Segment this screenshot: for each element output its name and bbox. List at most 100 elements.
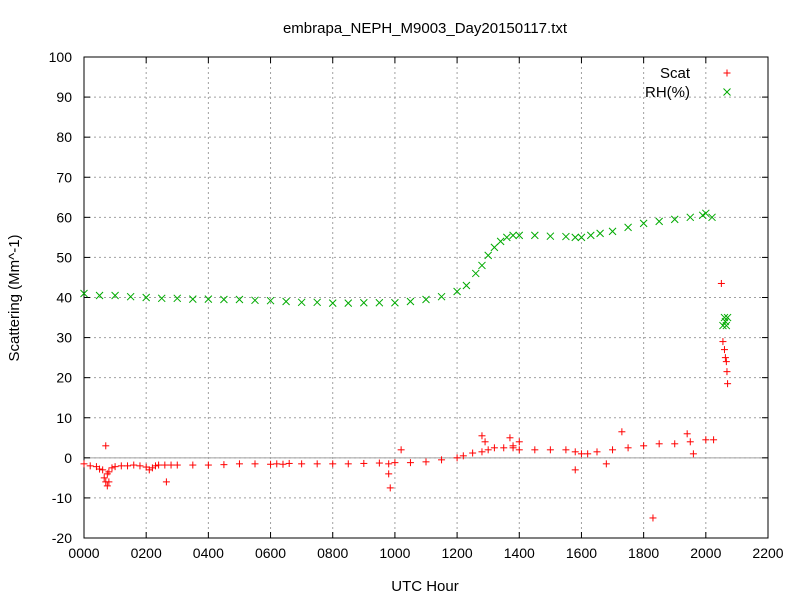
scat-point [162,478,170,486]
scat-point [406,459,414,467]
legend: Scat RH(%) [645,65,731,101]
y-tick-label: 80 [56,129,72,145]
y-tick-label: 60 [56,209,72,225]
rh-point [204,295,213,303]
scat-point [130,461,138,469]
scat-point [571,466,579,474]
scat-point [391,459,399,467]
scat-point [719,338,727,346]
legend-marker [723,88,731,96]
x-tick-label: 2000 [690,545,721,561]
scat-point [717,279,725,287]
y-tick-label: -10 [52,490,72,506]
scat-point [86,462,94,470]
scat-point [584,450,592,458]
legend-label: RH(%) [645,84,690,101]
scat-point [220,461,228,469]
rh-point [639,219,648,228]
rh-point [490,243,499,252]
scat-point [385,470,393,478]
scat-point [624,444,632,452]
scat-point [453,454,461,462]
scat-point [204,461,212,469]
x-tick-label: 1000 [379,545,410,561]
rh-point [173,294,182,303]
scat-point [80,460,88,468]
rh-point [297,298,306,307]
rh-point [502,233,511,242]
rh-point [251,296,259,305]
rh-point [515,231,524,240]
scat-point [105,468,113,476]
rh-point [577,233,586,242]
scat-point [313,460,321,468]
series-layer [80,209,732,522]
scat-point [397,446,405,454]
rh-point [586,231,595,240]
scat-point [686,438,694,446]
scat-point [683,430,691,438]
rh-point [328,299,337,307]
rh-point [126,292,135,301]
x-axis: 0000 0200 0400 0600 0800 1000 1200 1400 1600 1800… [68,57,784,561]
scat-point [385,460,393,468]
rh-point [453,287,461,296]
rh-point [723,313,732,322]
y-tick-label: 0 [64,450,72,466]
x-tick-label: 2200 [752,545,783,561]
rh-point [708,213,716,222]
legend-marker [723,69,731,77]
scat-point [329,460,337,468]
scat-point [649,514,657,522]
scat-point [723,368,731,376]
scat-point [298,460,306,468]
rh-point [596,229,604,238]
scat-point [640,442,648,450]
scat-point [571,448,579,456]
rh-point [562,232,570,241]
rh-point [282,297,290,306]
scat-point [152,462,160,470]
rh-point [719,321,727,330]
x-tick-label: 0600 [255,545,286,561]
rh-point [478,261,486,270]
plot-border [83,56,769,539]
scat-point [360,459,368,467]
series-scat [80,279,732,522]
x-axis-title: UTC Hour [391,578,459,595]
scat-point [710,436,718,444]
scat-point [724,380,732,388]
rh-point [391,298,399,307]
scat-point [478,432,486,440]
rh-point [670,215,679,224]
x-tick-label: 1600 [566,545,597,561]
scat-point [279,460,287,468]
rh-point [571,233,580,242]
scat-point [618,428,626,436]
scat-point [531,446,539,454]
scat-point [655,440,663,448]
rh-point [530,231,539,240]
scat-point [189,461,197,469]
scat-point [136,462,144,470]
y-tick-label: 90 [56,89,72,105]
y-tick-label: -20 [52,530,72,546]
scat-point [602,460,610,468]
rh-point [422,295,430,304]
scat-point [105,478,113,486]
scat-point [577,450,585,458]
scat-point [422,458,430,466]
rh-point [686,213,695,222]
scat-point [469,449,477,457]
scat-point [386,484,394,492]
rh-point [359,298,368,307]
scat-point [167,461,175,469]
rh-point [220,295,228,304]
x-tick-label: 1800 [628,545,659,561]
x-tick-label: 0400 [193,545,224,561]
rh-point [157,294,166,303]
scat-point [124,462,132,470]
x-tick-label: 0800 [317,545,348,561]
scat-point [509,442,517,450]
rh-point [608,227,617,236]
